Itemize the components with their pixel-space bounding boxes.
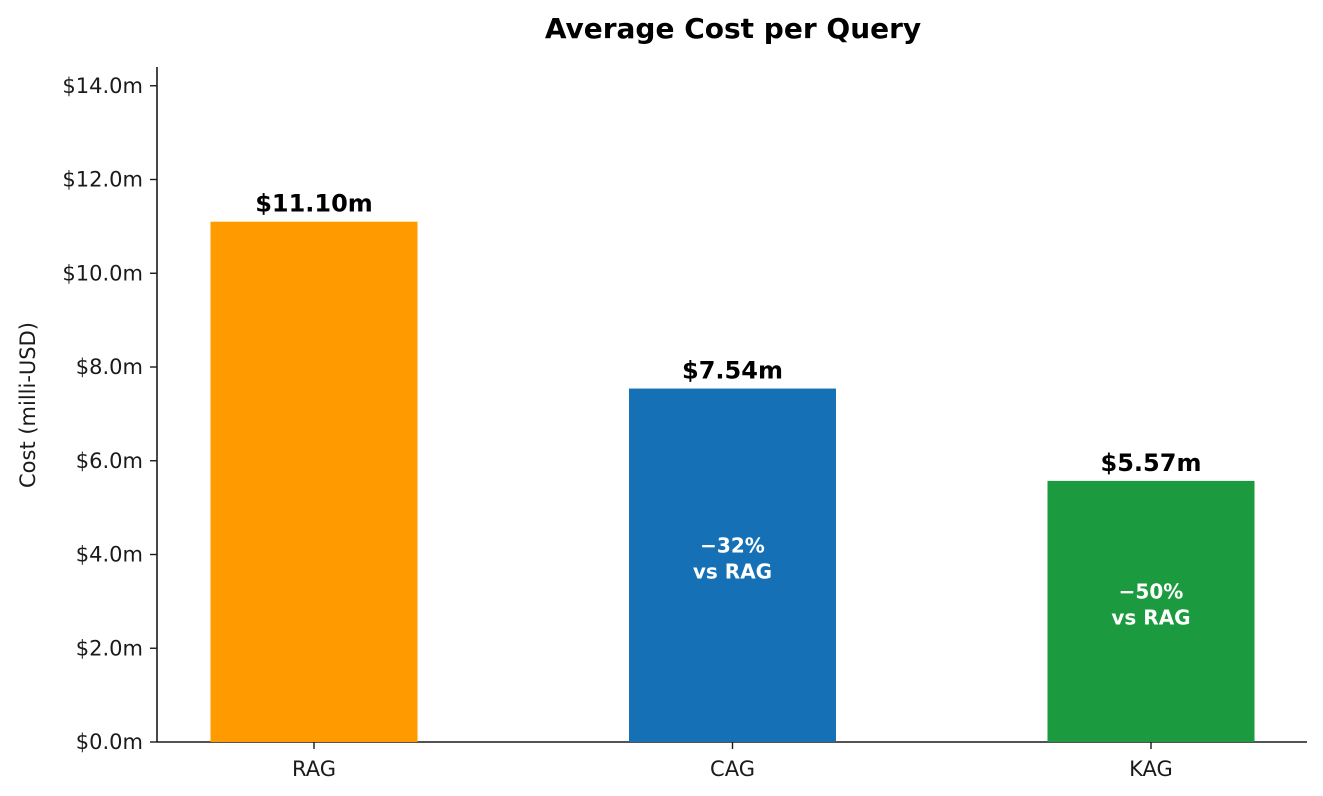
- plot-area: $0.0m $2.0m $4.0m $6.0m $8.0m $10.0m $12.0m $14…: [62, 67, 1307, 781]
- x-tick-label: CAG: [710, 757, 755, 781]
- bar-rag: [210, 221, 418, 742]
- x-tick-label: RAG: [292, 757, 336, 781]
- value-label: $5.57m: [1101, 449, 1202, 477]
- bar-annotation: vs RAG: [1111, 605, 1190, 629]
- y-tick-label: $14.0m: [62, 74, 143, 98]
- bar-annotation: vs RAG: [693, 559, 772, 583]
- y-tick-label: $8.0m: [76, 355, 143, 379]
- y-tick-label: $0.0m: [76, 730, 143, 754]
- y-tick-label: $2.0m: [76, 636, 143, 660]
- bar-cag: [629, 388, 836, 742]
- y-tick-label: $4.0m: [76, 543, 143, 567]
- bar-annotation: −32%: [700, 533, 765, 557]
- y-axis-label: Cost (milli-USD): [16, 322, 40, 488]
- x-tick-label: KAG: [1129, 757, 1173, 781]
- chart-title: Average Cost per Query: [545, 12, 921, 45]
- bar-kag: [1047, 480, 1255, 742]
- y-tick-label: $6.0m: [76, 449, 143, 473]
- y-tick-label: $10.0m: [62, 261, 143, 285]
- y-tick-label: $12.0m: [62, 168, 143, 192]
- value-label: $7.54m: [682, 357, 783, 385]
- value-label: $11.10m: [255, 190, 373, 218]
- bar-annotation: −50%: [1119, 579, 1184, 603]
